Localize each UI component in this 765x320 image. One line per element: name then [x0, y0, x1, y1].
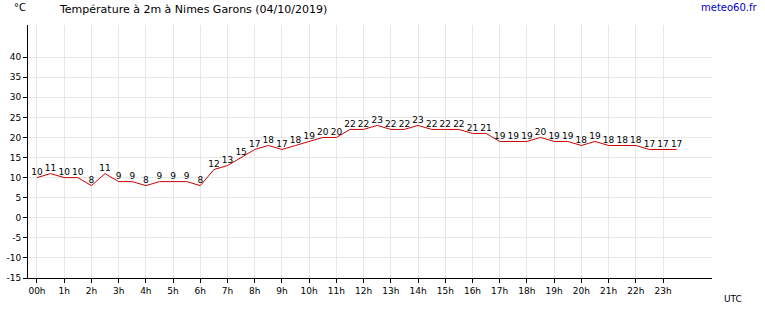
svg-text:17h: 17h [491, 286, 508, 296]
svg-text:meteo60.fr: meteo60.fr [701, 2, 758, 13]
svg-text:14h: 14h [409, 286, 426, 296]
svg-text:9h: 9h [276, 286, 287, 296]
svg-text:19h: 19h [546, 286, 563, 296]
svg-text:17: 17 [657, 139, 668, 149]
svg-text:9: 9 [157, 171, 163, 181]
svg-text:22: 22 [344, 119, 355, 129]
svg-text:19: 19 [562, 131, 574, 141]
svg-text:00h: 00h [28, 286, 45, 296]
svg-text:20h: 20h [573, 286, 590, 296]
svg-text:20: 20 [10, 133, 22, 143]
svg-text:15: 15 [10, 153, 21, 163]
svg-text:18: 18 [616, 135, 628, 145]
svg-text:19: 19 [508, 131, 520, 141]
svg-text:19: 19 [494, 131, 506, 141]
svg-text:12: 12 [208, 159, 219, 169]
svg-text:17: 17 [276, 139, 287, 149]
svg-text:-5: -5 [12, 233, 21, 243]
svg-text:20: 20 [317, 127, 329, 137]
svg-text:8: 8 [197, 175, 203, 185]
svg-text:17: 17 [644, 139, 655, 149]
svg-text:20: 20 [331, 127, 343, 137]
svg-text:15h: 15h [437, 286, 454, 296]
svg-text:9: 9 [116, 171, 122, 181]
svg-text:16h: 16h [464, 286, 481, 296]
svg-text:6h: 6h [195, 286, 206, 296]
svg-text:25: 25 [10, 113, 21, 123]
svg-text:21: 21 [480, 123, 491, 133]
svg-text:19: 19 [548, 131, 560, 141]
svg-text:22: 22 [358, 119, 369, 129]
svg-text:°C: °C [14, 2, 26, 13]
svg-text:9: 9 [170, 171, 176, 181]
svg-text:UTC: UTC [724, 294, 742, 304]
svg-text:13h: 13h [382, 286, 399, 296]
svg-text:11h: 11h [328, 286, 345, 296]
svg-text:13: 13 [222, 155, 233, 165]
svg-text:-10: -10 [6, 253, 21, 263]
svg-text:0: 0 [15, 213, 21, 223]
svg-text:5h: 5h [167, 286, 178, 296]
svg-text:22: 22 [453, 119, 464, 129]
svg-text:12h: 12h [355, 286, 372, 296]
svg-text:18: 18 [263, 135, 275, 145]
svg-text:22: 22 [399, 119, 410, 129]
svg-text:18: 18 [603, 135, 615, 145]
svg-text:5: 5 [15, 193, 21, 203]
svg-text:8: 8 [143, 175, 149, 185]
svg-text:21: 21 [467, 123, 478, 133]
svg-text:18: 18 [630, 135, 642, 145]
svg-text:19: 19 [303, 131, 315, 141]
svg-text:40: 40 [10, 52, 22, 62]
svg-text:22: 22 [426, 119, 437, 129]
svg-text:23: 23 [412, 115, 423, 125]
svg-text:22: 22 [385, 119, 396, 129]
svg-text:7h: 7h [222, 286, 233, 296]
svg-text:23h: 23h [654, 286, 671, 296]
svg-text:22: 22 [440, 119, 451, 129]
svg-text:10h: 10h [301, 286, 318, 296]
svg-text:-15: -15 [6, 273, 21, 283]
svg-text:19: 19 [521, 131, 533, 141]
svg-text:Température à 2m à Nimes Garon: Température à 2m à Nimes Garons (04/10/2… [59, 3, 327, 16]
svg-text:21h: 21h [600, 286, 617, 296]
svg-text:17: 17 [671, 139, 682, 149]
svg-text:18: 18 [576, 135, 588, 145]
svg-text:18: 18 [290, 135, 302, 145]
svg-text:35: 35 [10, 72, 21, 82]
svg-text:9: 9 [184, 171, 190, 181]
svg-text:18h: 18h [518, 286, 535, 296]
svg-text:20: 20 [535, 127, 547, 137]
svg-text:11: 11 [45, 163, 56, 173]
svg-text:10: 10 [72, 167, 84, 177]
svg-text:30: 30 [10, 92, 22, 102]
svg-text:9: 9 [129, 171, 135, 181]
svg-text:8: 8 [89, 175, 95, 185]
svg-text:8h: 8h [249, 286, 260, 296]
svg-text:22h: 22h [627, 286, 644, 296]
svg-text:23: 23 [371, 115, 382, 125]
svg-text:2h: 2h [86, 286, 97, 296]
svg-text:19: 19 [589, 131, 601, 141]
svg-text:11: 11 [99, 163, 110, 173]
svg-text:10: 10 [58, 167, 70, 177]
svg-text:1h: 1h [58, 286, 69, 296]
svg-text:17: 17 [249, 139, 260, 149]
svg-text:3h: 3h [113, 286, 124, 296]
svg-text:4h: 4h [140, 286, 151, 296]
svg-text:10: 10 [31, 167, 43, 177]
svg-text:10: 10 [10, 173, 22, 183]
svg-text:15: 15 [235, 147, 246, 157]
